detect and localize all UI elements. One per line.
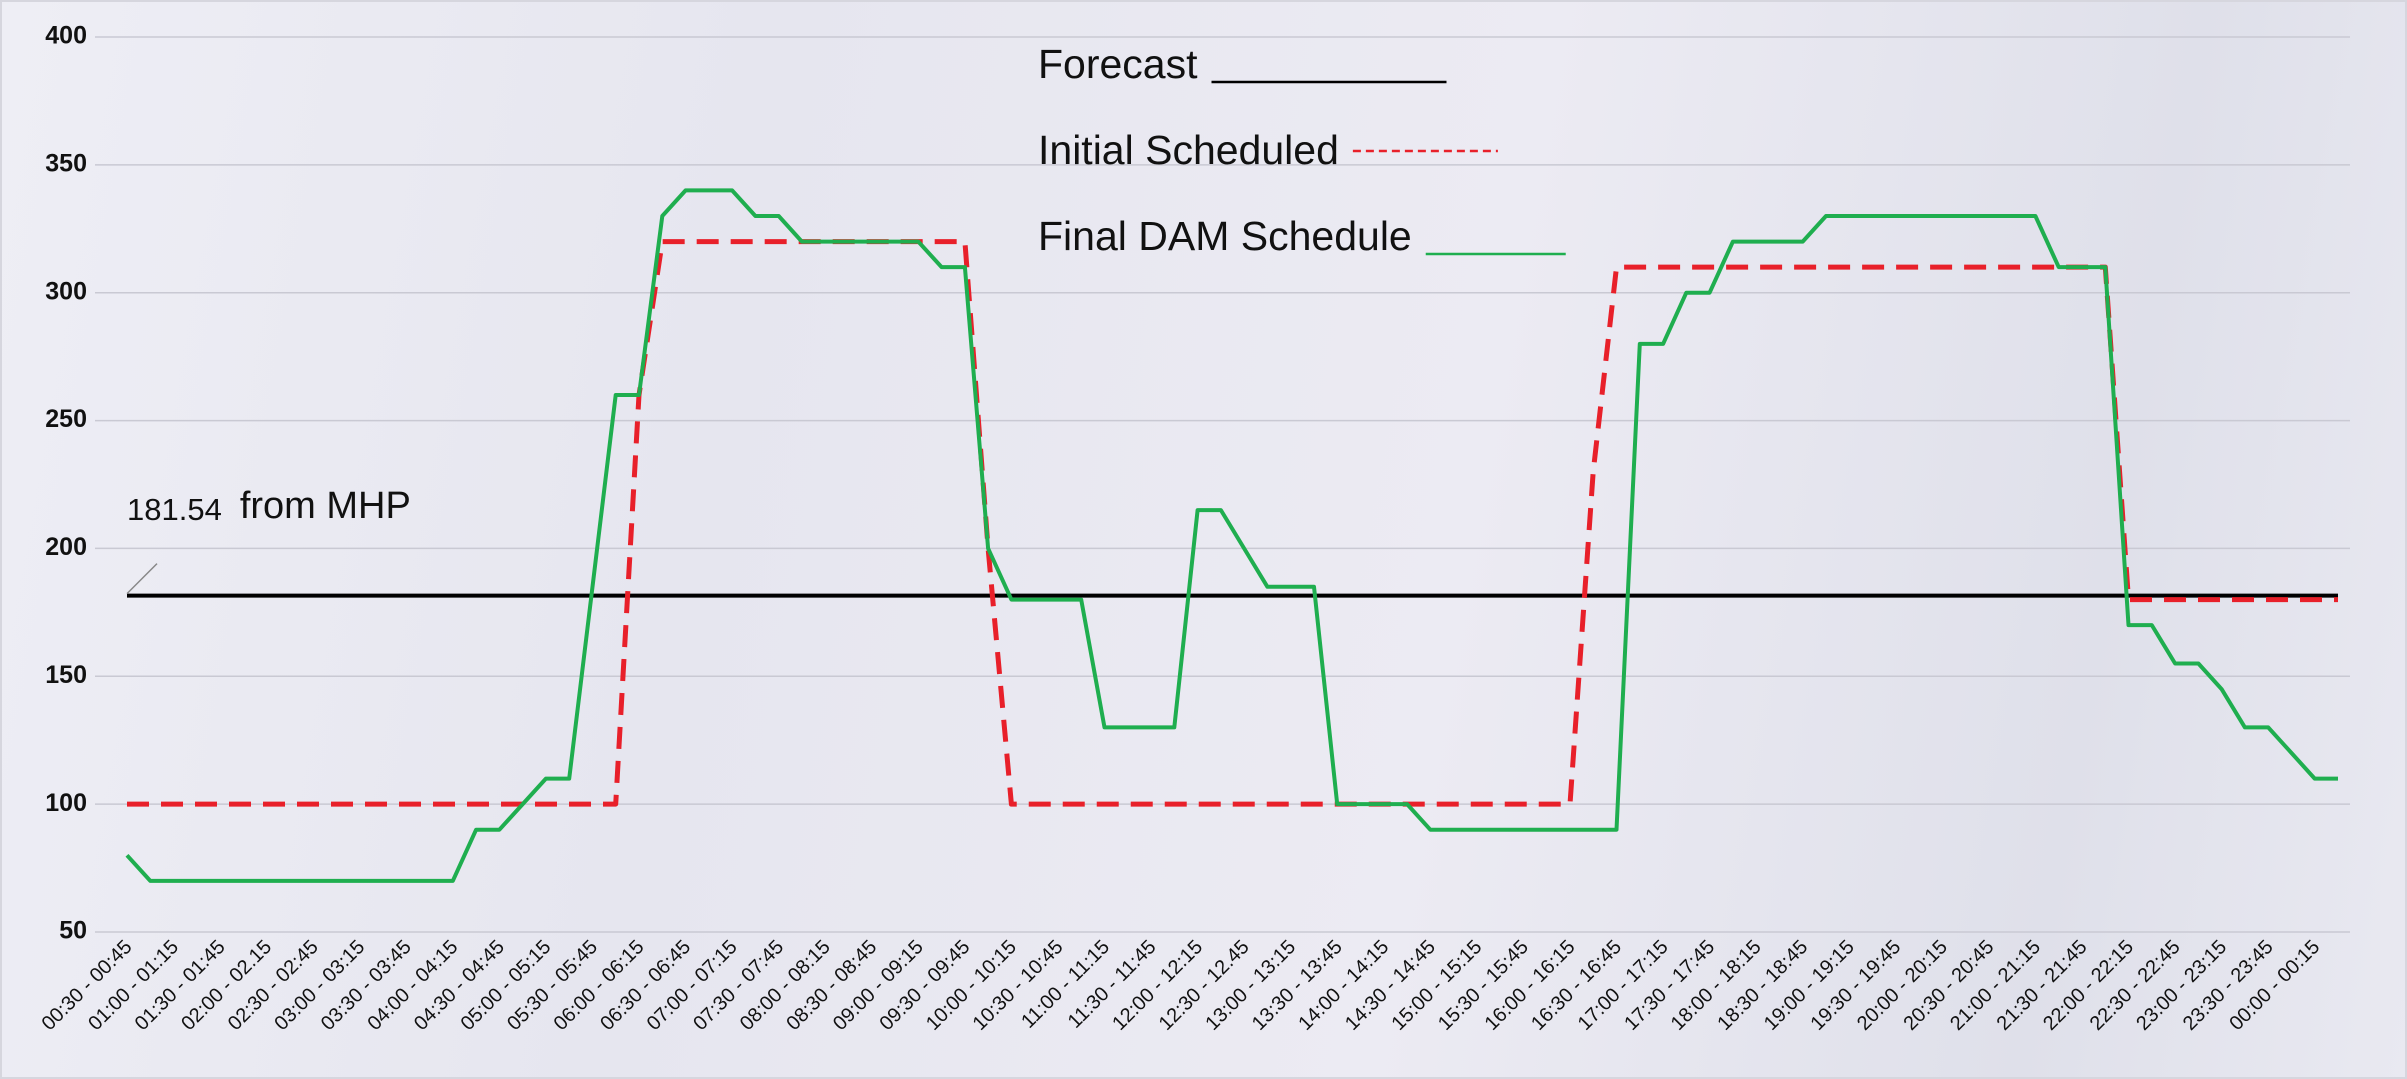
annotation-value: 181.54 (127, 492, 222, 527)
series-line (127, 190, 2338, 881)
legend-label: Initial Scheduled (1038, 127, 1339, 173)
y-tick-label: 300 (45, 277, 87, 305)
series-line (127, 242, 2338, 805)
legend-label: Forecast (1038, 41, 1198, 87)
chart: 5010015020025030035040000:30 - 00:4501:0… (0, 0, 2407, 1079)
annotation-leader (127, 564, 157, 594)
legend-label: Final DAM Schedule (1038, 213, 1412, 259)
y-tick-label: 350 (45, 149, 87, 177)
y-tick-label: 250 (45, 405, 87, 433)
y-tick-label: 50 (59, 917, 87, 945)
y-tick-label: 200 (45, 533, 87, 561)
y-tick-label: 100 (45, 789, 87, 817)
y-tick-label: 150 (45, 661, 87, 689)
y-tick-label: 400 (45, 22, 87, 50)
annotation-text: from MHP (240, 485, 411, 527)
